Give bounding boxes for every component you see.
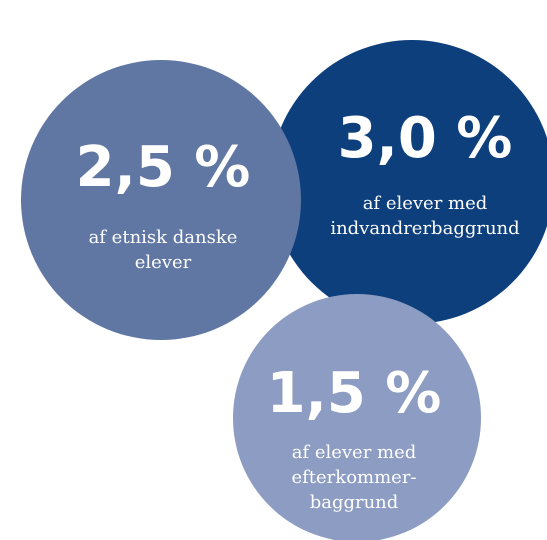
- label-line: efterkommer-: [291, 467, 416, 488]
- label-line: af etnisk danske: [89, 227, 238, 248]
- percent-value: 2,5 %: [76, 135, 251, 200]
- texts: 2,5 % af etnisk danske elever 3,0 % af eleve…: [76, 106, 520, 513]
- percent-value: 3,0 %: [338, 106, 513, 171]
- circle-dark: [270, 40, 547, 324]
- label-line: af elever med: [292, 442, 417, 463]
- circle-bottom: [233, 294, 481, 540]
- label-line: indvandrerbaggrund: [330, 218, 519, 239]
- percent-value: 1,5 %: [267, 361, 442, 426]
- label-line: baggrund: [310, 492, 399, 513]
- circle-left: [21, 60, 301, 340]
- label-line: af elever med: [363, 193, 488, 214]
- label-line: elever: [135, 252, 192, 273]
